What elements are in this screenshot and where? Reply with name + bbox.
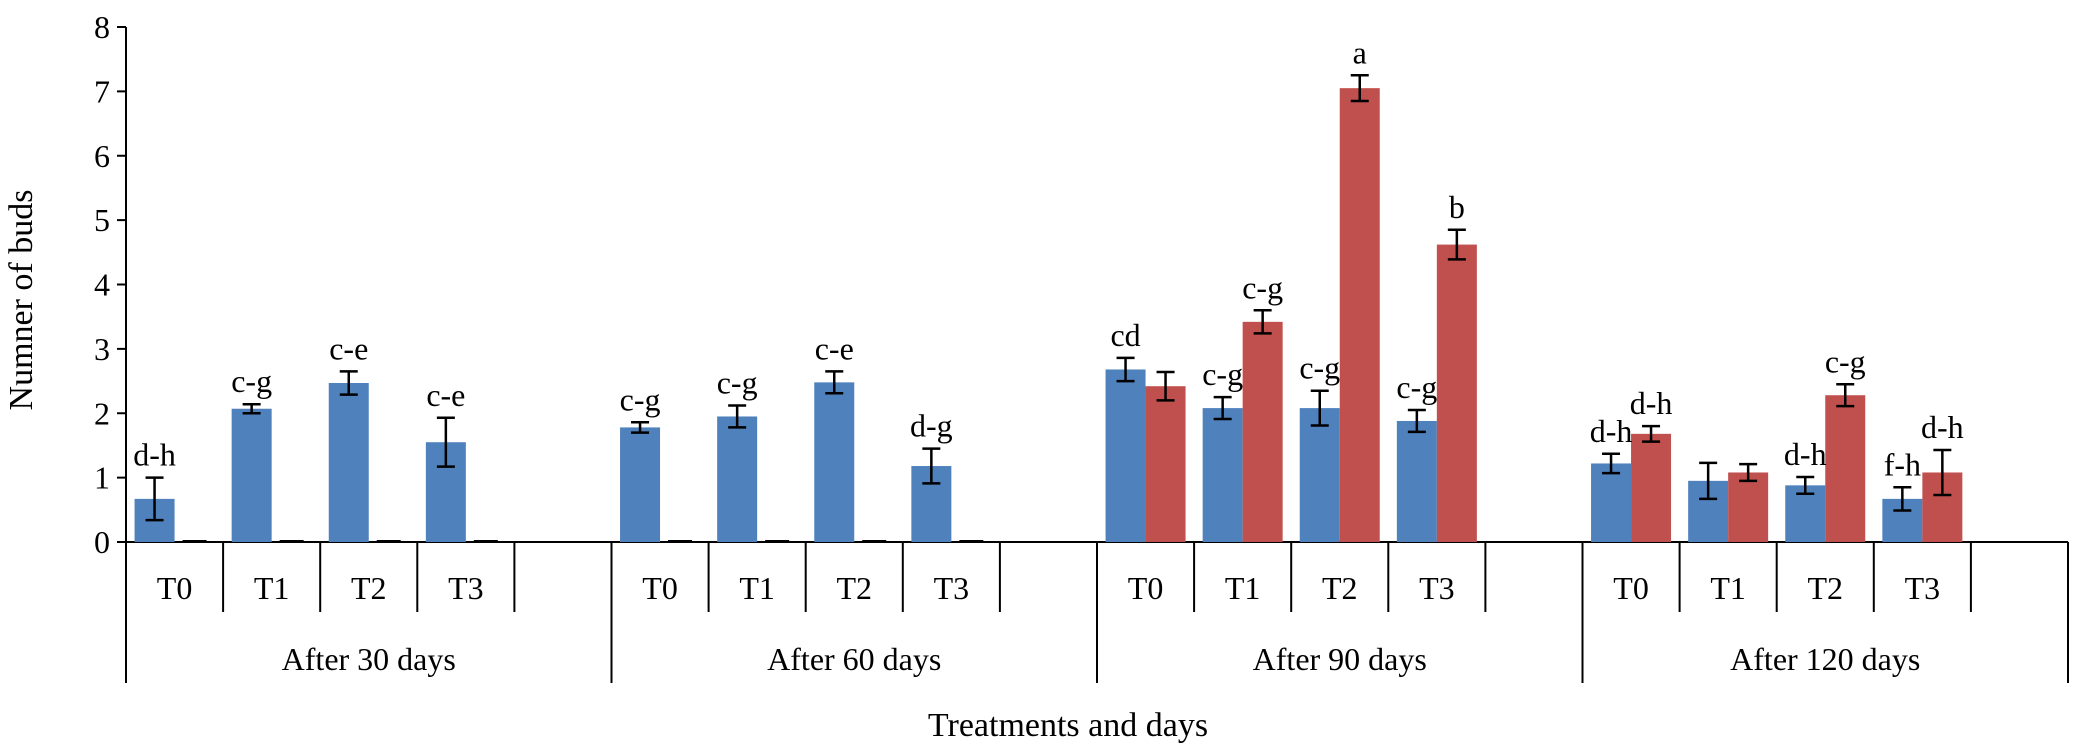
significance-label: d-h [1921,409,1964,445]
y-tick-label: 4 [94,267,110,303]
y-axis-title: Numner of buds [3,190,40,411]
category-label: T0 [642,570,678,606]
significance-label: a [1353,34,1367,70]
significance-label: d-g [910,408,953,444]
significance-label: c-g [231,363,272,399]
bar [1299,408,1340,542]
significance-label: cd [1110,317,1140,353]
significance-label: c-e [329,330,368,366]
significance-label: d-h [1784,436,1827,472]
bar [1242,321,1283,542]
category-label: T1 [1225,570,1261,606]
significance-label: c-g [620,381,661,417]
category-label: T0 [1613,570,1649,606]
bar [1436,244,1477,542]
y-tick-label: 6 [94,138,110,174]
significance-label: d-h [1630,385,1673,421]
bar [1145,386,1186,542]
bar [231,408,272,542]
category-label: T2 [1807,570,1843,606]
y-tick-label: 1 [94,460,110,496]
significance-label: c-g [1825,343,1866,379]
significance-label: c-g [1242,269,1283,305]
bar [1728,472,1769,542]
bar [717,416,758,542]
significance-label: c-e [815,330,854,366]
bar [620,427,661,542]
bar [1202,408,1243,542]
significance-label: c-g [1396,369,1437,405]
significance-label: c-g [717,365,758,401]
bar [328,382,369,542]
x-axis-title: Treatments and days [928,707,1208,744]
category-label: T3 [1905,570,1941,606]
significance-label: f-h [1884,446,1921,482]
bar [1105,369,1146,542]
bar [1396,420,1437,542]
bar [1631,433,1672,542]
bar [1591,463,1632,542]
category-label: T3 [1419,570,1455,606]
bar [1825,395,1866,542]
category-label: T1 [739,570,775,606]
plot-area: 0 1 2 3 4 5 6 7 8 After 30 days T0 d-h T1 c-g T2 c-e T3 c… [94,9,2069,683]
significance-label: b [1449,189,1465,225]
bar [1339,88,1380,542]
category-label: T1 [1710,570,1746,606]
category-label: T2 [836,570,872,606]
significance-label: c-g [1202,356,1243,392]
group-label: After 90 days [1253,641,1427,677]
y-tick-label: 2 [94,395,110,431]
category-label: T2 [1322,570,1358,606]
significance-label: c-g [1299,350,1340,386]
y-tick-label: 3 [94,331,110,367]
significance-label: d-h [1590,413,1633,449]
significance-label: d-h [133,437,176,473]
category-label: T0 [1128,570,1164,606]
group-label: After 120 days [1730,641,1920,677]
group-label: After 60 days [767,641,941,677]
y-tick-label: 7 [94,73,110,109]
y-tick-label: 0 [94,524,110,560]
group-label: After 30 days [282,641,456,677]
y-tick-label: 5 [94,202,110,238]
category-label: T0 [157,570,193,606]
bar [814,382,855,542]
category-label: T1 [254,570,290,606]
y-tick-label: 8 [94,9,110,45]
category-label: T2 [351,570,387,606]
category-label: T3 [448,570,484,606]
category-label: T3 [934,570,970,606]
significance-label: c-e [426,377,465,413]
